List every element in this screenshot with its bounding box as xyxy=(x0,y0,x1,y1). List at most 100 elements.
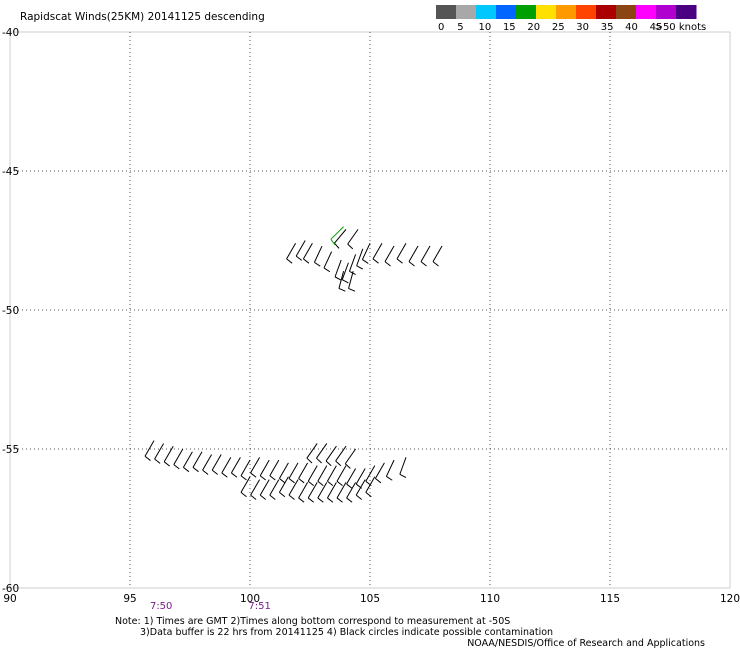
wind-barb-staff xyxy=(355,479,366,496)
wind-barb-staff xyxy=(173,448,184,465)
note-line-2: 3)Data buffer is 22 hrs from 20141125 4)… xyxy=(140,627,553,638)
wind-barb-flag xyxy=(375,478,382,484)
wind-barb-flag xyxy=(348,288,356,292)
wind-barb-staff xyxy=(399,457,407,475)
time-label: 7:51 xyxy=(248,601,270,612)
wind-barb-flag xyxy=(316,457,322,464)
wind-barb-staff xyxy=(163,445,174,463)
wind-barb-flag xyxy=(396,258,403,264)
wind-barb-staff xyxy=(307,465,318,482)
wind-barb-flag xyxy=(336,480,343,486)
wind-barb-staff xyxy=(365,465,376,482)
wind-barb-staff xyxy=(355,468,366,485)
wind-barb-flag xyxy=(307,480,315,486)
y-axis-labels: -40 -45 -50 -55 -60 xyxy=(2,27,19,595)
wind-barb-flag xyxy=(202,469,209,475)
wind-barb-staff xyxy=(250,457,261,474)
x-tick-label: 100 xyxy=(240,593,260,605)
wind-barb-flag xyxy=(259,475,267,481)
wind-barb-staff xyxy=(278,462,289,479)
wind-barb-flag xyxy=(306,457,313,464)
wind-barb-flag xyxy=(432,261,439,267)
wind-barb-staff xyxy=(298,482,309,499)
wind-barb-flag xyxy=(336,497,343,503)
wind-barb-flag xyxy=(221,472,228,478)
wind-barb-staff xyxy=(325,445,337,462)
wind-barb-flag xyxy=(317,480,324,486)
wind-barb-flag xyxy=(295,255,303,261)
wind-barb-flag xyxy=(356,265,364,270)
x-tick-label: 120 xyxy=(720,593,740,605)
wind-barb-flag xyxy=(279,491,286,498)
time-label: 7:50 xyxy=(150,601,172,612)
wind-barb-flag xyxy=(365,491,372,498)
wind-barb-staff xyxy=(269,459,280,476)
wind-barb-staff xyxy=(326,465,337,482)
x-tick-label: 115 xyxy=(600,593,620,605)
legend-label: 45 xyxy=(650,22,663,33)
wind-barb-flag xyxy=(372,258,379,264)
x-tick-label: 95 xyxy=(123,593,136,605)
wind-barb-staff xyxy=(348,254,357,272)
wind-barb-flag xyxy=(259,494,267,500)
wind-barb-flag xyxy=(408,261,415,267)
wind-barb-flag xyxy=(327,497,334,503)
wind-barb-flag xyxy=(362,259,369,264)
wind-barb-flag xyxy=(279,478,286,484)
legend-label: 40 xyxy=(625,22,638,33)
legend-swatch xyxy=(616,5,637,19)
legend-label: 5 xyxy=(457,22,463,33)
wind-barb-flag xyxy=(347,243,354,250)
wind-barb-staff xyxy=(323,251,333,269)
wind-barb-flag xyxy=(240,475,247,481)
wind-barb-staff xyxy=(346,468,357,485)
wind-barb-flag xyxy=(163,461,171,467)
wind-barb-staff xyxy=(211,454,222,471)
time-labels: 7:50 7:51 xyxy=(150,601,271,612)
legend-swatch xyxy=(656,5,677,19)
wind-barb-staff xyxy=(250,479,261,496)
wind-barb-staff xyxy=(336,465,347,482)
legend-label: 20 xyxy=(527,22,540,33)
wind-barb-staff xyxy=(286,243,297,260)
legend-swatch xyxy=(496,5,517,19)
wind-barb-flag xyxy=(183,466,190,473)
wind-barb-staff xyxy=(384,245,395,262)
wind-barb-flag xyxy=(288,494,295,500)
legend-swatch xyxy=(436,5,457,19)
wind-barb-staff xyxy=(259,459,270,476)
y-tick-label: -50 xyxy=(2,305,19,317)
chart-title: Rapidscat Winds(25KM) 20141125 descendin… xyxy=(20,11,265,23)
wind-barb-staff xyxy=(361,243,371,260)
y-tick-label: -55 xyxy=(2,444,19,456)
wind-barb-staff xyxy=(288,462,299,479)
wind-barb-flag xyxy=(325,460,332,467)
wind-barb-flag xyxy=(323,267,331,273)
y-tick-label: -45 xyxy=(2,166,19,178)
wind-barb-staff xyxy=(202,454,213,471)
wind-barb-staff xyxy=(334,229,347,244)
wind-barb-staff xyxy=(346,482,357,499)
wind-barb-flag xyxy=(334,276,342,281)
wind-barb-flag xyxy=(211,469,219,475)
wind-barb-staff xyxy=(144,440,155,457)
wind-barb-flag xyxy=(250,472,257,478)
wind-barb-flag xyxy=(303,258,310,264)
wind-barb-flag xyxy=(307,497,315,503)
wind-barb-staff xyxy=(316,443,328,459)
wind-barb-staff xyxy=(317,465,328,482)
wind-barb-staff xyxy=(307,482,318,499)
grid-lines xyxy=(10,32,730,588)
legend-label: 35 xyxy=(601,22,614,33)
wind-barb-staff xyxy=(192,451,203,468)
wind-barb-flag xyxy=(344,463,351,469)
wind-barb-staff xyxy=(338,270,345,289)
wind-barb-flag xyxy=(317,497,324,503)
wind-barb-staff xyxy=(278,476,289,493)
y-tick-label: -40 xyxy=(2,27,19,39)
legend-label: 0 xyxy=(438,22,444,33)
wind-barb-flag xyxy=(420,261,427,267)
wind-barb-staff xyxy=(374,462,385,479)
note-line-1: Note: 1) Times are GMT 2)Times along bot… xyxy=(115,616,510,627)
